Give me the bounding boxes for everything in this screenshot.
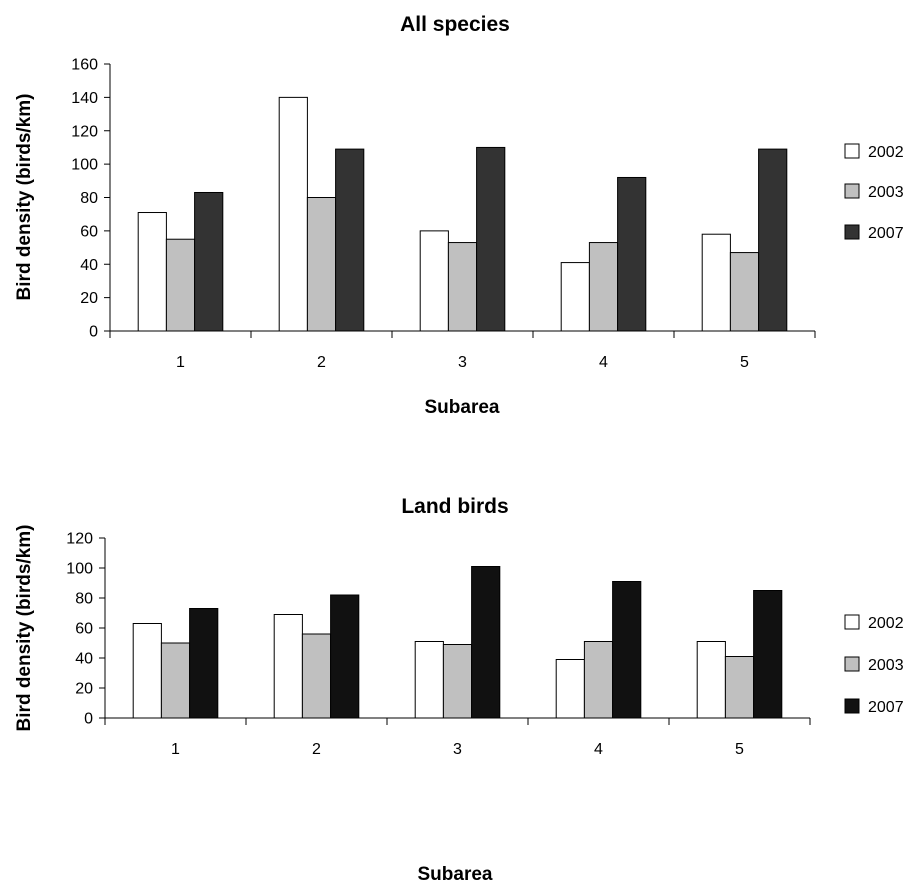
legend-swatch-2003: [844, 183, 860, 199]
y-tick-label: 100: [71, 157, 98, 174]
bar-2003-subarea-2: [301, 633, 332, 719]
chart-land-birds: Land birds Bird density (birds/km) Subar…: [14, 495, 904, 885]
bar-2002-subarea-4: [555, 659, 585, 719]
y-tick-label: 100: [66, 561, 93, 578]
x-axis-label: Subarea: [425, 397, 500, 418]
legend-label-2002: 2002: [868, 144, 904, 161]
bar-2003-subarea-5: [724, 656, 755, 719]
bar-2002-subarea-4: [560, 262, 590, 332]
bar-2003-subarea-5: [729, 252, 760, 332]
bar-2007-subarea-5: [753, 590, 783, 719]
legend-label-2003: 2003: [868, 657, 904, 674]
bar-2007-subarea-4: [617, 176, 647, 332]
bar-2007-subarea-4: [612, 581, 642, 719]
y-tick-label: 40: [75, 651, 93, 668]
y-tick-label: 120: [71, 123, 98, 140]
x-tick-label: 1: [176, 354, 185, 371]
y-tick-label: 0: [89, 324, 98, 341]
x-axis-label: Subarea: [418, 864, 493, 885]
legend-label-2007: 2007: [868, 225, 904, 242]
y-tick-label: 80: [75, 591, 93, 608]
bar-2003-subarea-1: [160, 642, 191, 719]
legend-label-2002: 2002: [868, 615, 904, 632]
legend-swatch-2002: [844, 143, 860, 159]
bar-2002-subarea-3: [414, 641, 444, 719]
y-tick-label: 80: [80, 190, 98, 207]
bar-2002-subarea-1: [132, 623, 162, 719]
x-tick-label: 5: [740, 354, 749, 371]
legend-swatch-2007: [844, 698, 860, 714]
plot-area: 0 20 40 60 80 100 120 140 160 1 2 3 4 5: [71, 57, 816, 371]
legend: 2002 2003 2007: [844, 614, 904, 716]
bar-2002-subarea-5: [696, 641, 726, 719]
y-tick-label: 20: [75, 681, 93, 698]
x-tick-label: 1: [171, 741, 180, 758]
bar-2007-subarea-3: [476, 146, 506, 332]
bar-2002-subarea-1: [137, 212, 167, 332]
y-axis-label: Bird density (birds/km): [14, 525, 35, 732]
x-tick-label: 5: [735, 741, 744, 758]
bar-2007-subarea-5: [758, 148, 788, 332]
x-tick-label: 4: [594, 741, 603, 758]
bar-2003-subarea-3: [442, 644, 473, 719]
y-tick-label: 20: [80, 290, 98, 307]
legend-swatch-2007: [844, 224, 860, 240]
bar-2003-subarea-1: [165, 238, 196, 332]
bar-2003-subarea-4: [583, 641, 614, 719]
y-tick-label: 120: [66, 531, 93, 548]
plot-area: 0 20 40 60 80 100 120 1 2 3 4 5: [66, 531, 811, 758]
legend-label-2003: 2003: [868, 184, 904, 201]
legend-swatch-2003: [844, 656, 860, 672]
y-axis-label: Bird density (birds/km): [14, 94, 35, 301]
bar-2003-subarea-4: [588, 242, 619, 332]
legend-swatch-2002: [844, 614, 860, 630]
bar-2002-subarea-2: [273, 614, 303, 719]
x-tick-label: 2: [317, 354, 326, 371]
bar-2007-subarea-1: [189, 608, 219, 719]
legend: 2002 2003 2007: [844, 143, 904, 242]
bar-2003-subarea-3: [447, 242, 478, 332]
y-tick-label: 140: [71, 90, 98, 107]
chart-title: All species: [400, 13, 510, 36]
y-tick-label: 0: [84, 711, 93, 728]
chart-title: Land birds: [401, 495, 508, 518]
bar-2003-subarea-2: [306, 197, 337, 332]
x-tick-label: 2: [312, 741, 321, 758]
x-tick-label: 3: [453, 741, 462, 758]
bar-2002-subarea-5: [701, 233, 731, 332]
bar-2007-subarea-2: [330, 594, 360, 719]
bar-2007-subarea-3: [471, 566, 501, 719]
y-tick-label: 60: [80, 223, 98, 240]
bar-2002-subarea-3: [419, 230, 449, 332]
chart-all-species: All species Bird density (birds/km) Suba…: [14, 13, 904, 418]
bar-2007-subarea-2: [335, 148, 365, 332]
x-tick-label: 4: [599, 354, 608, 371]
y-tick-label: 40: [80, 257, 98, 274]
bar-2007-subarea-1: [194, 191, 224, 332]
bar-2002-subarea-2: [278, 96, 308, 332]
y-tick-label: 60: [75, 621, 93, 638]
x-tick-label: 3: [458, 354, 467, 371]
legend-label-2007: 2007: [868, 699, 904, 716]
y-tick-label: 160: [71, 57, 98, 74]
